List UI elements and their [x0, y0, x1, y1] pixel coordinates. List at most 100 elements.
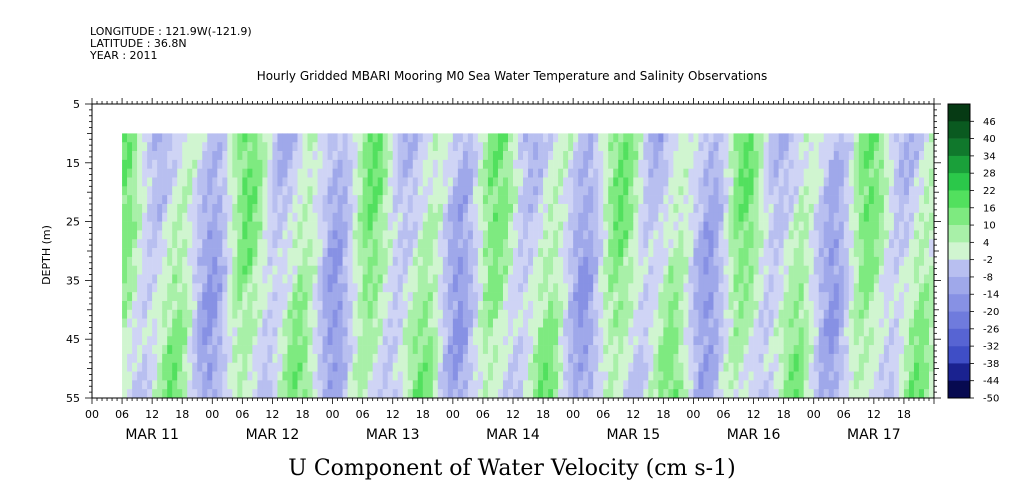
heatmap-cell — [272, 318, 278, 328]
heatmap-cell — [297, 336, 303, 346]
heatmap-cell — [518, 151, 524, 161]
heatmap-cell — [893, 133, 900, 143]
heatmap-cell — [507, 177, 514, 187]
heatmap-cell — [412, 239, 419, 249]
heatmap-cell — [252, 159, 258, 169]
heatmap-cell — [798, 239, 804, 249]
heatmap-cell — [312, 230, 318, 240]
heatmap-cell — [663, 177, 669, 187]
heatmap-cell — [182, 336, 188, 346]
heatmap-cell — [337, 186, 343, 196]
heatmap-cell — [728, 389, 734, 399]
heatmap-cell — [653, 318, 659, 328]
heatmap-cell — [382, 168, 388, 178]
heatmap-cell — [683, 212, 689, 222]
heatmap-cell — [758, 300, 764, 311]
heatmap-cell — [813, 159, 820, 169]
heatmap-cell — [653, 221, 659, 231]
heatmap-cell — [908, 203, 915, 214]
heatmap-cell — [848, 389, 855, 399]
heatmap-cell — [763, 142, 769, 152]
heatmap-cell — [292, 283, 298, 293]
heatmap-cell — [653, 230, 659, 240]
heatmap-cell — [477, 283, 484, 293]
heatmap-cell — [708, 380, 714, 390]
heatmap-cell — [598, 371, 604, 381]
heatmap-cell — [553, 151, 559, 161]
heatmap-cell — [833, 292, 840, 302]
heatmap-cell — [247, 230, 253, 240]
heatmap-cell — [432, 353, 439, 364]
heatmap-cell — [873, 345, 880, 355]
heatmap-cell — [903, 362, 910, 372]
heatmap-cell — [502, 345, 509, 355]
heatmap-cell — [312, 159, 318, 169]
heatmap-cell — [402, 168, 409, 178]
heatmap-cell — [878, 371, 885, 381]
heatmap-cell — [157, 195, 163, 205]
heatmap-cell — [878, 151, 885, 161]
heatmap-cell — [292, 230, 298, 240]
heatmap-cell — [392, 318, 399, 328]
heatmap-cell — [773, 203, 779, 214]
heatmap-cell — [352, 177, 358, 187]
heatmap-cell — [262, 336, 268, 346]
heatmap-cell — [282, 345, 288, 355]
heatmap-cell — [382, 353, 388, 364]
heatmap-cell — [673, 221, 679, 231]
heatmap-cell — [197, 345, 203, 355]
heatmap-cell — [713, 256, 719, 266]
heatmap-cell — [828, 318, 835, 328]
heatmap-cell — [342, 300, 348, 311]
heatmap-cell — [628, 389, 634, 399]
heatmap-cell — [137, 159, 143, 169]
heatmap-cell — [548, 265, 554, 275]
heatmap-cell — [763, 380, 769, 390]
heatmap-cell — [613, 142, 619, 152]
heatmap-cell — [548, 177, 554, 187]
heatmap-cell — [623, 309, 629, 319]
heatmap-cell — [643, 327, 649, 337]
heatmap-cell — [823, 380, 830, 390]
heatmap-cell — [798, 327, 804, 337]
heatmap-cell — [743, 256, 749, 266]
heatmap-cell — [748, 353, 754, 364]
heatmap-cell — [492, 274, 499, 284]
heatmap-cell — [302, 177, 308, 187]
heatmap-cell — [292, 345, 298, 355]
heatmap-cell — [317, 212, 323, 222]
heatmap-cell — [247, 380, 253, 390]
heatmap-cell — [918, 256, 925, 266]
heatmap-cell — [207, 221, 213, 231]
heatmap-cell — [382, 186, 388, 196]
heatmap-cell — [918, 371, 925, 381]
heatmap-cell — [222, 256, 228, 266]
heatmap-cell — [548, 318, 554, 328]
heatmap-cell — [618, 221, 624, 231]
heatmap-cell — [432, 371, 439, 381]
heatmap-cell — [848, 327, 855, 337]
chart-title: Hourly Gridded MBARI Mooring M0 Sea Wate… — [257, 69, 768, 83]
heatmap-cell — [928, 345, 935, 355]
heatmap-cell — [878, 389, 885, 399]
heatmap-cell — [272, 159, 278, 169]
heatmap-cell — [162, 274, 168, 284]
heatmap-cell — [307, 283, 313, 293]
heatmap-cell — [708, 345, 714, 355]
heatmap-cell — [162, 168, 168, 178]
heatmap-cell — [347, 151, 353, 161]
heatmap-cell — [608, 380, 614, 390]
heatmap-cell — [152, 283, 158, 293]
heatmap-cell — [618, 186, 624, 196]
heatmap-cell — [157, 221, 163, 231]
heatmap-cell — [633, 133, 639, 143]
heatmap-cell — [788, 371, 794, 381]
heatmap-cell — [482, 292, 489, 302]
heatmap-cell — [673, 371, 679, 381]
heatmap-cell — [137, 327, 143, 337]
heatmap-cell — [282, 309, 288, 319]
heatmap-cell — [693, 283, 699, 293]
heatmap-cell — [808, 309, 815, 319]
heatmap-cell — [222, 327, 228, 337]
heatmap-cell — [638, 292, 644, 302]
